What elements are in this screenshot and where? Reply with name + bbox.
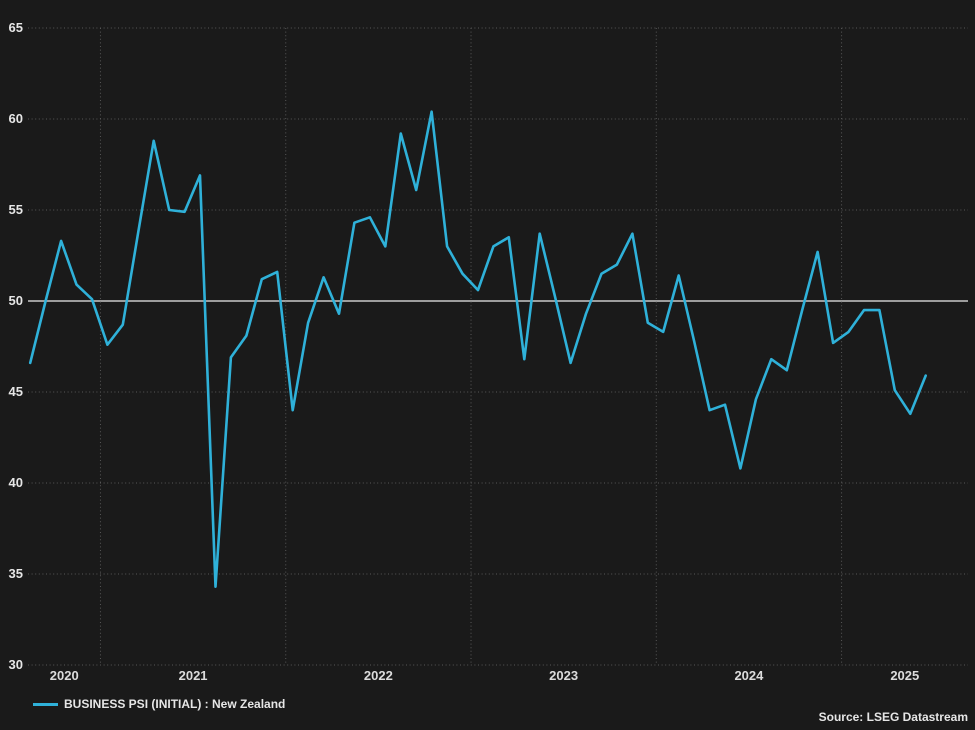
x-tick-label-2021: 2021 [178, 668, 208, 683]
y-tick-label-45: 45 [8, 384, 23, 399]
series-line-business-psi [28, 110, 928, 589]
x-tick-label-2023: 2023 [549, 668, 579, 683]
x-tick-label-2024: 2024 [734, 668, 764, 683]
y-tick-label-50: 50 [8, 293, 23, 308]
y-tick-label-35: 35 [8, 566, 23, 581]
legend-series-label: BUSINESS PSI (INITIAL) : New Zealand [64, 697, 286, 711]
y-tick-label-65: 65 [8, 20, 23, 35]
legend: BUSINESS PSI (INITIAL) : New Zealand [33, 695, 285, 713]
y-tick-label-30: 30 [8, 657, 23, 672]
x-tick-label-2022: 2022 [363, 668, 393, 683]
y-tick-label-55: 55 [8, 202, 23, 217]
x-tick-label-2020: 2020 [49, 668, 79, 683]
y-tick-label-60: 60 [8, 111, 23, 126]
source-attribution: Source: LSEG Datastream [818, 710, 968, 724]
y-tick-label-40: 40 [8, 475, 23, 490]
legend-line-swatch [33, 702, 58, 706]
x-tick-label-2025: 2025 [890, 668, 920, 683]
